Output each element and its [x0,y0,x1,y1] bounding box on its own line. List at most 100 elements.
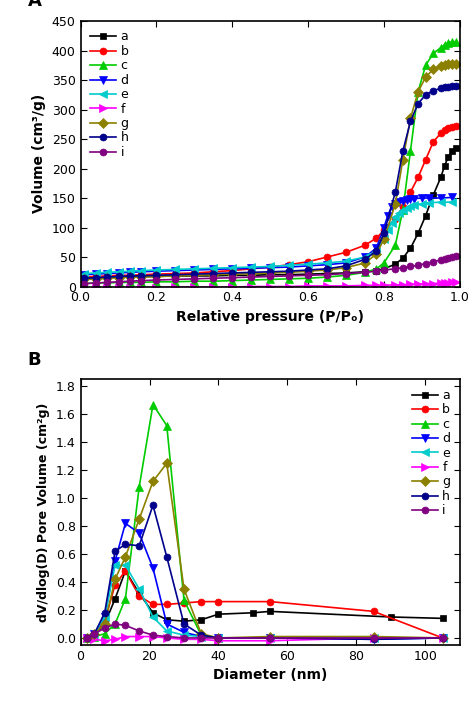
b [343,248,349,257]
c [116,278,121,287]
e [392,212,398,221]
i [137,627,142,635]
b [210,268,216,276]
i [381,266,387,274]
i [229,273,235,282]
c [453,37,459,46]
b [362,241,368,250]
h [430,86,436,95]
e [173,265,178,273]
a [324,269,330,278]
h [442,83,447,91]
e [408,202,413,210]
d [154,267,159,275]
e [371,634,376,642]
c [286,275,292,283]
g [104,274,110,283]
b [104,272,110,280]
f [248,283,254,291]
h [150,501,156,510]
c [199,631,204,639]
Line: f: f [83,632,447,645]
h [127,272,133,280]
f [371,634,376,642]
d [408,195,413,203]
c [137,483,142,491]
e [396,209,402,217]
g [305,267,311,275]
b [442,126,447,135]
c [343,271,349,280]
g [371,632,376,641]
a [453,144,459,152]
d [123,519,128,528]
d [267,264,273,272]
Y-axis label: Volume (cm³/g): Volume (cm³/g) [32,94,46,213]
f [362,281,368,290]
e [411,201,417,210]
b [116,271,121,280]
i [82,280,87,288]
f [229,283,235,292]
e [381,235,387,243]
f [415,280,421,288]
e [181,631,187,639]
c [248,275,254,284]
e [191,264,197,273]
e [91,629,97,638]
f [181,635,187,644]
d [199,632,204,641]
Line: d: d [80,193,456,279]
g [415,88,421,96]
i [216,634,221,642]
g [324,266,330,274]
a [400,254,406,262]
h [138,272,144,280]
c [91,632,97,641]
h [112,547,118,555]
g [453,60,459,68]
i [305,271,311,280]
e [123,561,128,569]
i [173,275,178,284]
d [85,634,91,642]
d [392,200,398,208]
Legend: a, b, c, d, e, f, g, h, i: a, b, c, d, e, f, g, h, i [408,386,454,521]
Line: h: h [81,83,459,282]
b [164,600,170,608]
a [116,273,121,281]
e [102,613,108,621]
h [286,267,292,275]
Line: c: c [80,38,460,287]
b [91,631,97,639]
f [137,632,142,641]
b [181,599,187,607]
d [267,634,273,642]
f [400,280,406,289]
d [112,557,118,565]
a [423,212,428,220]
d [411,194,417,203]
Legend: a, b, c, d, e, f, g, h, i: a, b, c, d, e, f, g, h, i [86,27,132,163]
a [181,617,187,625]
b [267,263,273,271]
g [267,632,273,641]
h [123,540,128,548]
b [85,634,91,642]
h [154,271,159,280]
f [112,635,118,644]
d [371,635,376,644]
a [267,271,273,279]
h [374,247,379,255]
f [164,634,170,642]
g [199,629,204,638]
e [85,634,91,642]
Line: g: g [84,460,446,641]
d [362,253,368,261]
a [150,608,156,617]
h [229,268,235,277]
g [446,60,451,68]
i [423,259,428,268]
c [85,634,91,642]
d [127,268,133,277]
